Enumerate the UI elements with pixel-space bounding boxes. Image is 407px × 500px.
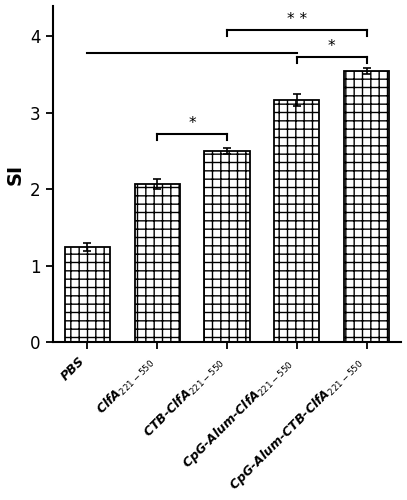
Text: *: * [328,39,335,54]
Text: * *: * * [287,12,307,27]
Bar [204,151,249,342]
Bar [344,70,389,342]
Text: *: * [188,116,196,131]
Bar [65,246,110,342]
Bar [274,100,319,342]
Y-axis label: SI: SI [6,164,24,184]
Bar [135,184,180,342]
